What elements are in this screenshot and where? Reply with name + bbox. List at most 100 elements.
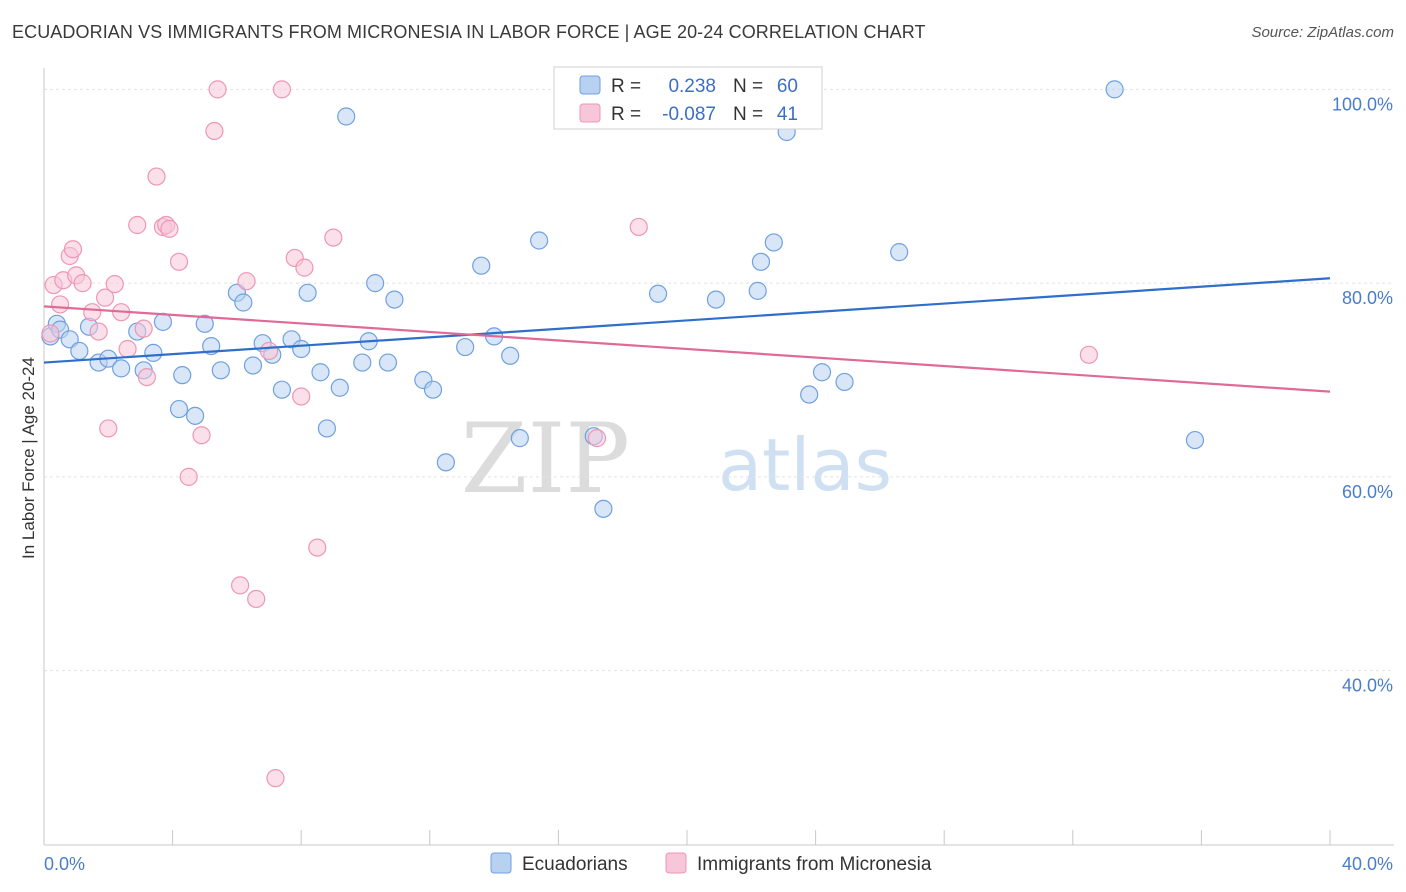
y-tick-label: 100.0% <box>1332 94 1393 114</box>
series-legend-micronesia: Immigrants from Micronesia <box>697 854 932 875</box>
ecuadorian-point <box>1105 80 1124 99</box>
micronesia-point <box>63 240 83 259</box>
stats-legend: R = 0.238 N = 60 R = -0.087 N = 41 <box>553 66 823 130</box>
legend-r-value-1: 0.238 <box>668 76 716 97</box>
micronesia-point <box>41 324 60 343</box>
micronesia-point <box>231 576 250 595</box>
ecuadorian-point <box>60 330 79 349</box>
ecuadorian-point <box>211 361 230 380</box>
micronesia-point <box>73 274 92 293</box>
micronesia-trend-line <box>43 305 1331 393</box>
micronesia-point <box>205 121 224 141</box>
ecuadorian-point <box>594 499 613 518</box>
micronesia-point <box>128 215 147 235</box>
ecuadorian-point <box>748 281 767 300</box>
ecuadorian-point <box>530 231 549 250</box>
ecuadorian-point <box>173 366 192 385</box>
ecuadorian-trend-line <box>43 277 1331 364</box>
micronesia-point <box>247 589 266 609</box>
ecuadorian-point <box>648 284 668 303</box>
ecuadorian-point <box>890 243 909 262</box>
ecuadorian-point <box>385 290 404 309</box>
micronesia-point <box>259 341 279 361</box>
ecuadorian-point <box>1185 430 1205 450</box>
series-legend-swatch-micronesia <box>665 852 687 874</box>
ecuadorian-point <box>800 385 819 404</box>
series-legend-swatch-ecuadorians <box>490 852 512 874</box>
ecuadorian-point <box>812 363 832 382</box>
micronesia-point <box>629 217 648 237</box>
legend-r-value-2: -0.087 <box>662 104 716 125</box>
micronesia-point <box>105 274 124 294</box>
legend-r-label-1: R = <box>611 76 641 97</box>
legend-r-label-2: R = <box>611 104 641 125</box>
ecuadorian-point <box>366 274 385 293</box>
micronesia-point <box>160 219 179 238</box>
ecuadorian-point <box>311 363 330 382</box>
micronesia-point <box>137 367 156 387</box>
y-tick-label: 40.0% <box>1342 676 1393 696</box>
ecuadorian-point <box>456 337 475 357</box>
legend-swatch-micronesia <box>579 103 601 123</box>
micronesia-point <box>134 319 153 338</box>
micronesia-point <box>118 339 137 359</box>
x-tick-label: 40.0% <box>1342 854 1393 874</box>
scatter-points <box>41 80 1205 788</box>
micronesia-point <box>147 167 166 186</box>
micronesia-point <box>89 322 108 341</box>
ecuadorian-point <box>195 314 214 333</box>
micronesia-point <box>169 252 189 271</box>
ecuadorian-point <box>501 346 520 365</box>
ecuadorian-point <box>153 312 173 331</box>
source-label: Source: ZipAtlas.com <box>1251 24 1394 41</box>
y-tick-labels: 100.0% 80.0% 60.0% 40.0% <box>1332 94 1393 695</box>
y-tick-label: 80.0% <box>1342 288 1393 308</box>
x-tick-labels: 0.0% 40.0% <box>44 854 1393 874</box>
series-legend-ecuadorians: Ecuadorians <box>522 854 628 875</box>
series-legend: Ecuadorians Immigrants from Micronesia <box>490 852 932 875</box>
micronesia-point <box>237 272 256 291</box>
micronesia-point <box>272 80 292 99</box>
watermark-atlas: atlas <box>718 423 892 507</box>
ecuadorian-point <box>436 453 455 472</box>
ecuadorian-point <box>112 359 131 378</box>
ecuadorian-point <box>751 252 771 271</box>
ecuadorian-point <box>144 343 163 362</box>
legend-n-value-1: 60 <box>777 76 798 97</box>
ecuadorian-point <box>330 378 349 397</box>
micronesia-point <box>192 426 211 445</box>
legend-n-label-2: N = <box>733 104 763 125</box>
micronesia-point <box>266 769 285 788</box>
ecuadorian-point <box>298 283 317 302</box>
ecuadorian-point <box>317 419 337 438</box>
micronesia-point <box>179 467 198 486</box>
ecuadorian-point <box>835 372 854 392</box>
ecuadorian-point <box>764 233 783 252</box>
ecuadorian-point <box>70 341 89 361</box>
legend-swatch-ecuadorians <box>579 75 601 95</box>
ecuadorian-point <box>378 353 398 372</box>
axes <box>43 68 1394 846</box>
legend-n-value-2: 41 <box>777 104 798 125</box>
micronesia-point <box>95 288 115 307</box>
micronesia-point <box>295 258 314 277</box>
trend-lines <box>43 277 1331 393</box>
micronesia-point <box>83 303 102 322</box>
legend-n-label-1: N = <box>733 76 763 97</box>
micronesia-point <box>1079 345 1098 364</box>
y-tick-label: 60.0% <box>1342 482 1393 502</box>
ecuadorian-point <box>706 290 726 309</box>
ecuadorian-point <box>510 429 529 448</box>
ecuadorian-point <box>234 293 253 312</box>
x-tick-marks <box>172 830 1331 845</box>
ecuadorian-point <box>472 256 491 275</box>
micronesia-point <box>587 429 607 448</box>
ecuadorian-point <box>423 380 443 399</box>
micronesia-point <box>292 387 311 406</box>
micronesia-point <box>50 295 70 314</box>
micronesia-point <box>208 80 227 99</box>
ecuadorian-point <box>169 399 189 419</box>
y-axis-title: In Labor Force | Age 20-24 <box>19 357 38 559</box>
watermark-zip: ZIP <box>461 403 630 515</box>
